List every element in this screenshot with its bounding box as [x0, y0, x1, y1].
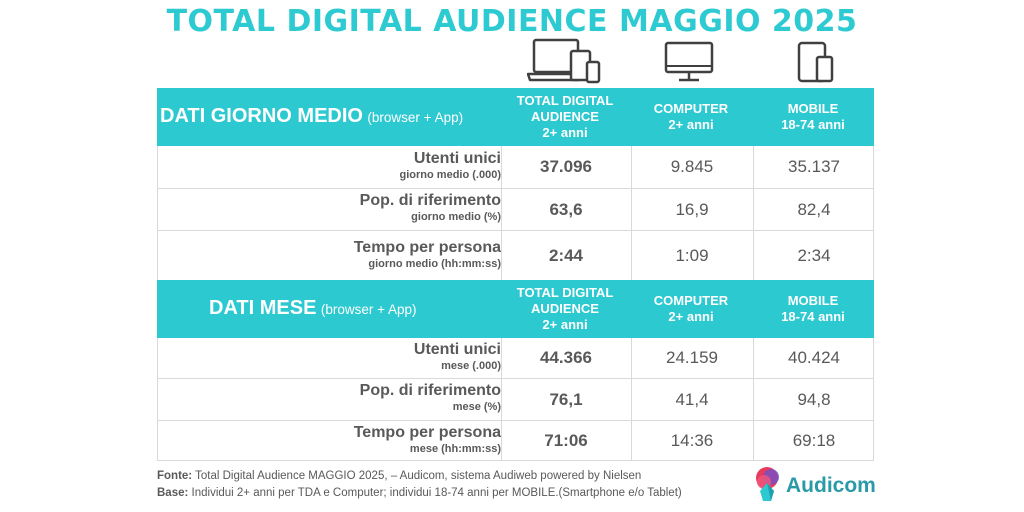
- page-title: TOTAL DIGITAL AUDIENCE MAGGIO 2025: [166, 4, 858, 39]
- source-note: Fonte: Total Digital Audience MAGGIO 202…: [157, 470, 642, 482]
- column-header-tda: TOTAL DIGITAL AUDIENCE 2+ anni: [516, 93, 614, 140]
- value-tda: 76,1: [549, 389, 583, 409]
- column-header-mobile: MOBILE 18-74 anni: [781, 293, 845, 324]
- section-title-daily: DATI GIORNO MEDIO (browser + App): [160, 105, 464, 127]
- section-header-daily: DATI GIORNO MEDIO (browser + App) TOTAL …: [157, 88, 874, 146]
- computer-icon: [664, 41, 714, 82]
- value-mobile: 35.137: [788, 157, 840, 176]
- audicom-logo: [756, 467, 779, 501]
- column-header-computer: COMPUTER 2+ anni: [653, 101, 729, 132]
- value-tda: 44.366: [540, 348, 592, 367]
- row-label: Pop. di riferimento mese (%): [359, 382, 501, 413]
- value-tda: 71:06: [544, 430, 588, 450]
- row-label: Pop. di riferimento giorno medio (%): [359, 192, 501, 223]
- value-computer: 24.159: [666, 348, 718, 367]
- value-tda: 37.096: [540, 157, 592, 176]
- value-mobile: 2:34: [797, 246, 831, 265]
- value-tda: 63,6: [549, 199, 583, 219]
- row-label: Utenti unici mese (.000): [413, 341, 501, 372]
- value-mobile: 40.424: [788, 348, 840, 367]
- mobile-icon: [797, 41, 834, 83]
- row-label: Tempo per persona giorno medio (hh:mm:ss…: [353, 239, 501, 270]
- value-computer: 41,4: [675, 389, 709, 409]
- brand-name: Audicom: [786, 474, 876, 497]
- table-row: Pop. di riferimento mese (%) 76,1 41,4 9…: [157, 379, 874, 421]
- row-label: Tempo per persona mese (hh:mm:ss): [353, 424, 501, 455]
- section-title-monthly: DATI MESE (browser + App): [209, 297, 417, 319]
- section-header-monthly: DATI MESE (browser + App) TOTAL DIGITAL …: [157, 280, 874, 338]
- base-note: Base: Individui 2+ anni per TDA e Comput…: [157, 487, 682, 499]
- value-computer: 9.845: [670, 157, 714, 176]
- value-mobile: 82,4: [797, 199, 831, 219]
- column-header-computer: COMPUTER 2+ anni: [653, 293, 729, 324]
- value-computer: 1:09: [675, 246, 709, 265]
- table-row: Utenti unici giorno medio (.000) 37.096 …: [157, 146, 874, 189]
- value-tda: 2:44: [548, 246, 584, 265]
- value-mobile: 94,8: [797, 389, 831, 409]
- table-row: Tempo per persona giorno medio (hh:mm:ss…: [157, 231, 874, 282]
- devices-icon: [527, 38, 601, 84]
- column-header-mobile: MOBILE 18-74 anni: [781, 101, 845, 132]
- table-row: Tempo per persona mese (hh:mm:ss) 71:06 …: [157, 421, 874, 461]
- row-label: Utenti unici giorno medio (.000): [399, 150, 501, 181]
- value-computer: 16,9: [675, 199, 709, 219]
- table-row: Utenti unici mese (.000) 44.366 24.159 4…: [157, 338, 874, 379]
- value-computer: 14:36: [670, 430, 714, 450]
- column-header-tda: TOTAL DIGITAL AUDIENCE 2+ anni: [516, 285, 614, 332]
- table-row: Pop. di riferimento giorno medio (%) 63,…: [157, 189, 874, 231]
- value-mobile: 69:18: [792, 430, 836, 450]
